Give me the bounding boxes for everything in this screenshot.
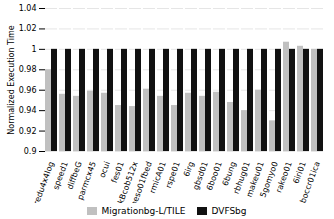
svg-text:1: 1: [31, 45, 36, 54]
svg-text:6boo01: 6boo01: [205, 160, 224, 191]
svg-text:1.04: 1.04: [19, 4, 37, 13]
svg-text:rbhug01: rbhug01: [231, 160, 252, 196]
svg-text:fes01: fes01: [109, 160, 126, 185]
svg-text:0.9: 0.9: [24, 147, 37, 156]
svg-text:6bung: 6bung: [220, 160, 238, 188]
svg-text:makeu01: makeu01: [244, 160, 266, 199]
svg-text:rspe01: rspe01: [164, 160, 182, 189]
svg-text:diffbeG: diffbeG: [65, 160, 84, 191]
svg-text:0.94: 0.94: [19, 106, 37, 115]
html-text:Migrationbg-L/TILE: Migrationbg-L/TILE: [101, 206, 186, 216]
svg-text:gbsd01: gbsd01: [191, 160, 210, 192]
svg-text:Normalized Execution Time: Normalized Execution Time: [7, 25, 16, 134]
svg-text:rakeo01: rakeo01: [274, 160, 294, 194]
svg-text:redu4x4log: redu4x4log: [32, 160, 56, 203]
svg-text:6iri01: 6iri01: [291, 160, 308, 186]
svg-text:ocui: ocui: [98, 160, 112, 179]
svg-text:speed1: speed1: [51, 160, 70, 191]
svg-text:1.02: 1.02: [19, 24, 37, 33]
svg-text:0.96: 0.96: [19, 86, 37, 95]
svg-text:5gomyo0: 5gomyo0: [258, 160, 279, 198]
svg-text:parmcx45: parmcx45: [76, 160, 98, 201]
svg-text:boccr01ica: boccr01ica: [298, 160, 321, 203]
svg-text:6irg: 6irg: [182, 160, 196, 178]
svg-text:0.98: 0.98: [19, 65, 37, 74]
svg-text:0.92: 0.92: [19, 127, 37, 136]
html-text:DVFSbg: DVFSbg: [211, 206, 247, 216]
svg-text:beso01fbed: beso01fbed: [129, 160, 154, 203]
svg-text:rmicA01: rmicA01: [148, 160, 168, 194]
